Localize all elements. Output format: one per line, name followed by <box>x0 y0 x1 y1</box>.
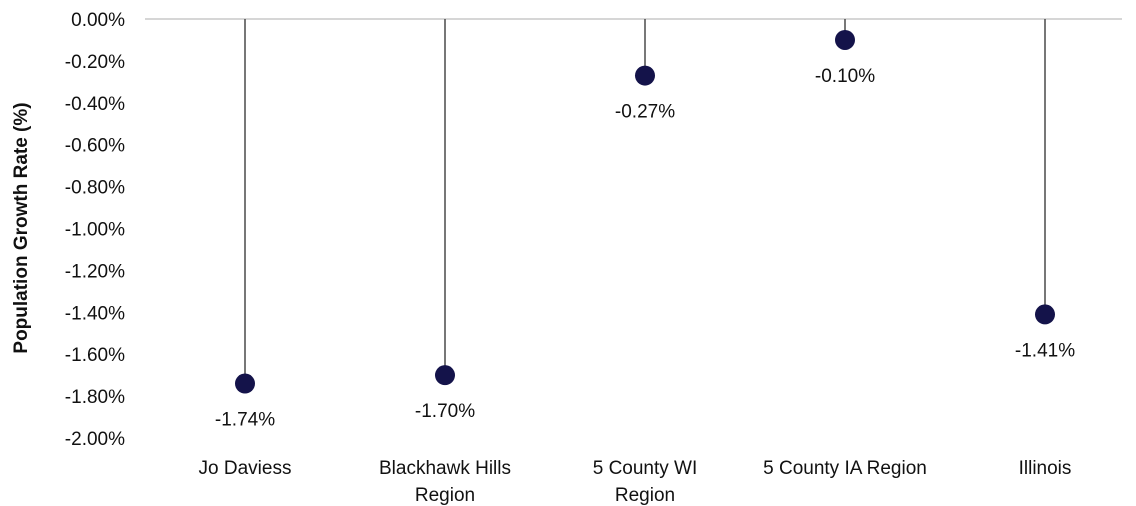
y-tick-label: -1.80% <box>65 387 125 408</box>
category-label: Blackhawk Hills <box>379 458 511 479</box>
data-point <box>835 29 855 50</box>
data-point <box>1035 304 1055 325</box>
y-tick-label: -2.00% <box>65 429 125 450</box>
category-label: 5 County WI <box>593 458 698 479</box>
y-tick-label: -1.40% <box>65 303 125 324</box>
data-point <box>435 365 455 386</box>
y-tick-label: -1.60% <box>65 345 125 366</box>
data-point <box>235 373 255 394</box>
data-label: -1.41% <box>1015 340 1075 361</box>
y-tick-label: -0.80% <box>65 178 125 199</box>
y-tick-label: -0.20% <box>65 52 125 73</box>
y-axis: 0.00% -0.20% -0.40% -0.60% -0.80% -1.00% -1.20… <box>65 10 125 450</box>
y-tick-label: -0.60% <box>65 136 125 157</box>
category-label: Illinois <box>1019 458 1072 479</box>
y-tick-label: -1.20% <box>65 261 125 282</box>
value-labels: -1.74% -1.70% -0.27% -0.10% -1.41% <box>215 66 1075 431</box>
data-label: -0.27% <box>615 102 675 123</box>
markers <box>235 29 1055 394</box>
data-label: -1.70% <box>415 401 475 422</box>
data-label: -0.10% <box>815 66 875 87</box>
y-tick-label: -0.40% <box>65 94 125 115</box>
category-label: Jo Daviess <box>199 458 292 479</box>
category-label: 5 County IA Region <box>763 458 927 479</box>
x-axis: Jo Daviess Blackhawk Hills Region 5 County … <box>199 458 1072 506</box>
y-axis-title: Population Growth Rate (%) <box>11 102 32 353</box>
data-label: -1.74% <box>215 410 275 431</box>
category-label: Region <box>415 485 475 506</box>
y-tick-label: 0.00% <box>71 10 125 31</box>
y-tick-label: -1.00% <box>65 220 125 241</box>
data-point <box>635 65 655 86</box>
category-label: Region <box>615 485 675 506</box>
stems <box>244 19 1046 384</box>
